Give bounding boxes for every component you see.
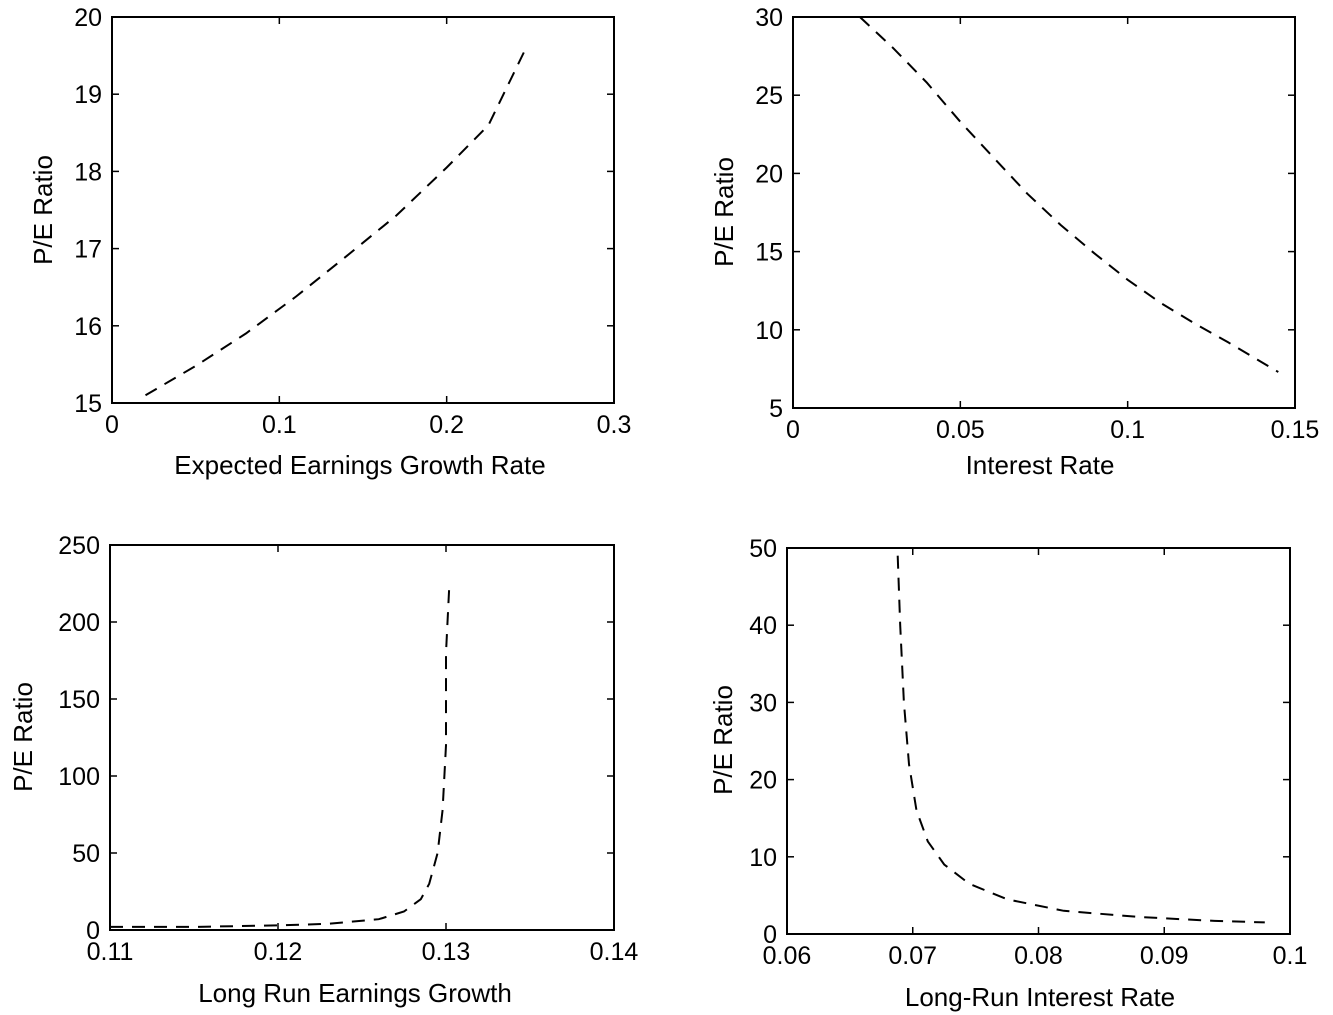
chart-panel-long-run-growth: 0.11 0.12 0.13 0.14 0 50 100 150 200 250 Long Run … xyxy=(8,532,638,1008)
y-tick-label: 5 xyxy=(769,395,783,423)
chart-panel-interest-rate: 0 0.05 0.1 0.15 5 10 15 20 25 30 Interest Rate P/E … xyxy=(709,4,1319,480)
x-tick-label: 0.15 xyxy=(1271,416,1320,444)
x-tick-label: 0.13 xyxy=(422,938,471,966)
x-tick-label: 0.3 xyxy=(597,411,632,439)
series-line xyxy=(110,583,451,928)
y-tick-label: 10 xyxy=(755,317,783,345)
y-tick-label: 17 xyxy=(74,236,102,264)
y-tick-label: 20 xyxy=(755,160,783,188)
y-tick-label: 0 xyxy=(86,917,100,945)
x-axis-label: Expected Earnings Growth Rate xyxy=(174,450,545,480)
x-tick-label: 0.05 xyxy=(936,416,985,444)
y-axis-label: P/E Ratio xyxy=(708,685,738,795)
x-tick-label: 0.14 xyxy=(590,938,639,966)
y-tick-label: 0 xyxy=(763,921,777,949)
y-tick-label: 150 xyxy=(58,686,100,714)
y-axis-label: P/E Ratio xyxy=(28,155,58,265)
x-tick-label: 0.06 xyxy=(763,942,812,970)
y-tick-label: 18 xyxy=(74,158,102,186)
y-tick-label: 25 xyxy=(755,82,783,110)
y-tick-label: 10 xyxy=(749,844,777,872)
x-tick-label: 0.12 xyxy=(254,938,303,966)
y-tick-label: 30 xyxy=(755,4,783,32)
y-tick-label: 15 xyxy=(74,390,102,418)
y-tick-label: 250 xyxy=(58,532,100,560)
x-tick-label: 0.08 xyxy=(1014,942,1063,970)
y-tick-label: 20 xyxy=(749,767,777,795)
x-tick-label: 0.11 xyxy=(87,938,134,966)
x-axis-label: Interest Rate xyxy=(966,450,1115,480)
y-tick-label: 200 xyxy=(58,609,100,637)
y-tick-label: 20 xyxy=(74,4,102,32)
x-tick-label: 0.2 xyxy=(429,411,464,439)
chart-panel-growth-rate: 0 0.1 0.2 0.3 15 16 17 18 19 20 Expected Earnings … xyxy=(28,4,631,480)
y-tick-label: 50 xyxy=(72,840,100,868)
y-tick-label: 15 xyxy=(755,239,783,267)
y-tick-label: 30 xyxy=(749,689,777,717)
series-line xyxy=(896,555,1265,924)
y-tick-label: 16 xyxy=(74,313,102,341)
plot-frame xyxy=(786,547,1291,935)
x-axis-label: Long Run Earnings Growth xyxy=(198,978,512,1008)
y-axis-label: P/E Ratio xyxy=(8,682,38,792)
x-tick-label: 0.09 xyxy=(1140,942,1189,970)
x-tick-label: 0.1 xyxy=(262,411,297,439)
x-tick-label: 0.07 xyxy=(888,942,937,970)
chart-panel-long-run-interest: 0.06 0.07 0.08 0.09 0.1 0 10 20 30 40 50 Long-Run I… xyxy=(708,535,1307,1012)
series-line xyxy=(859,16,1279,373)
x-tick-label: 0 xyxy=(105,411,119,439)
plot-frame xyxy=(111,16,615,404)
x-tick-label: 0 xyxy=(786,416,800,444)
plot-frame xyxy=(109,544,615,931)
x-tick-label: 0.1 xyxy=(1110,416,1145,444)
y-axis-label: P/E Ratio xyxy=(709,157,739,267)
y-tick-label: 19 xyxy=(74,81,102,109)
series-line xyxy=(144,48,527,397)
x-tick-label: 0.1 xyxy=(1273,942,1308,970)
y-tick-label: 40 xyxy=(749,612,777,640)
y-tick-label: 100 xyxy=(58,763,100,791)
y-tick-label: 50 xyxy=(749,535,777,563)
x-axis-label: Long-Run Interest Rate xyxy=(905,982,1175,1012)
plot-frame xyxy=(792,16,1296,409)
